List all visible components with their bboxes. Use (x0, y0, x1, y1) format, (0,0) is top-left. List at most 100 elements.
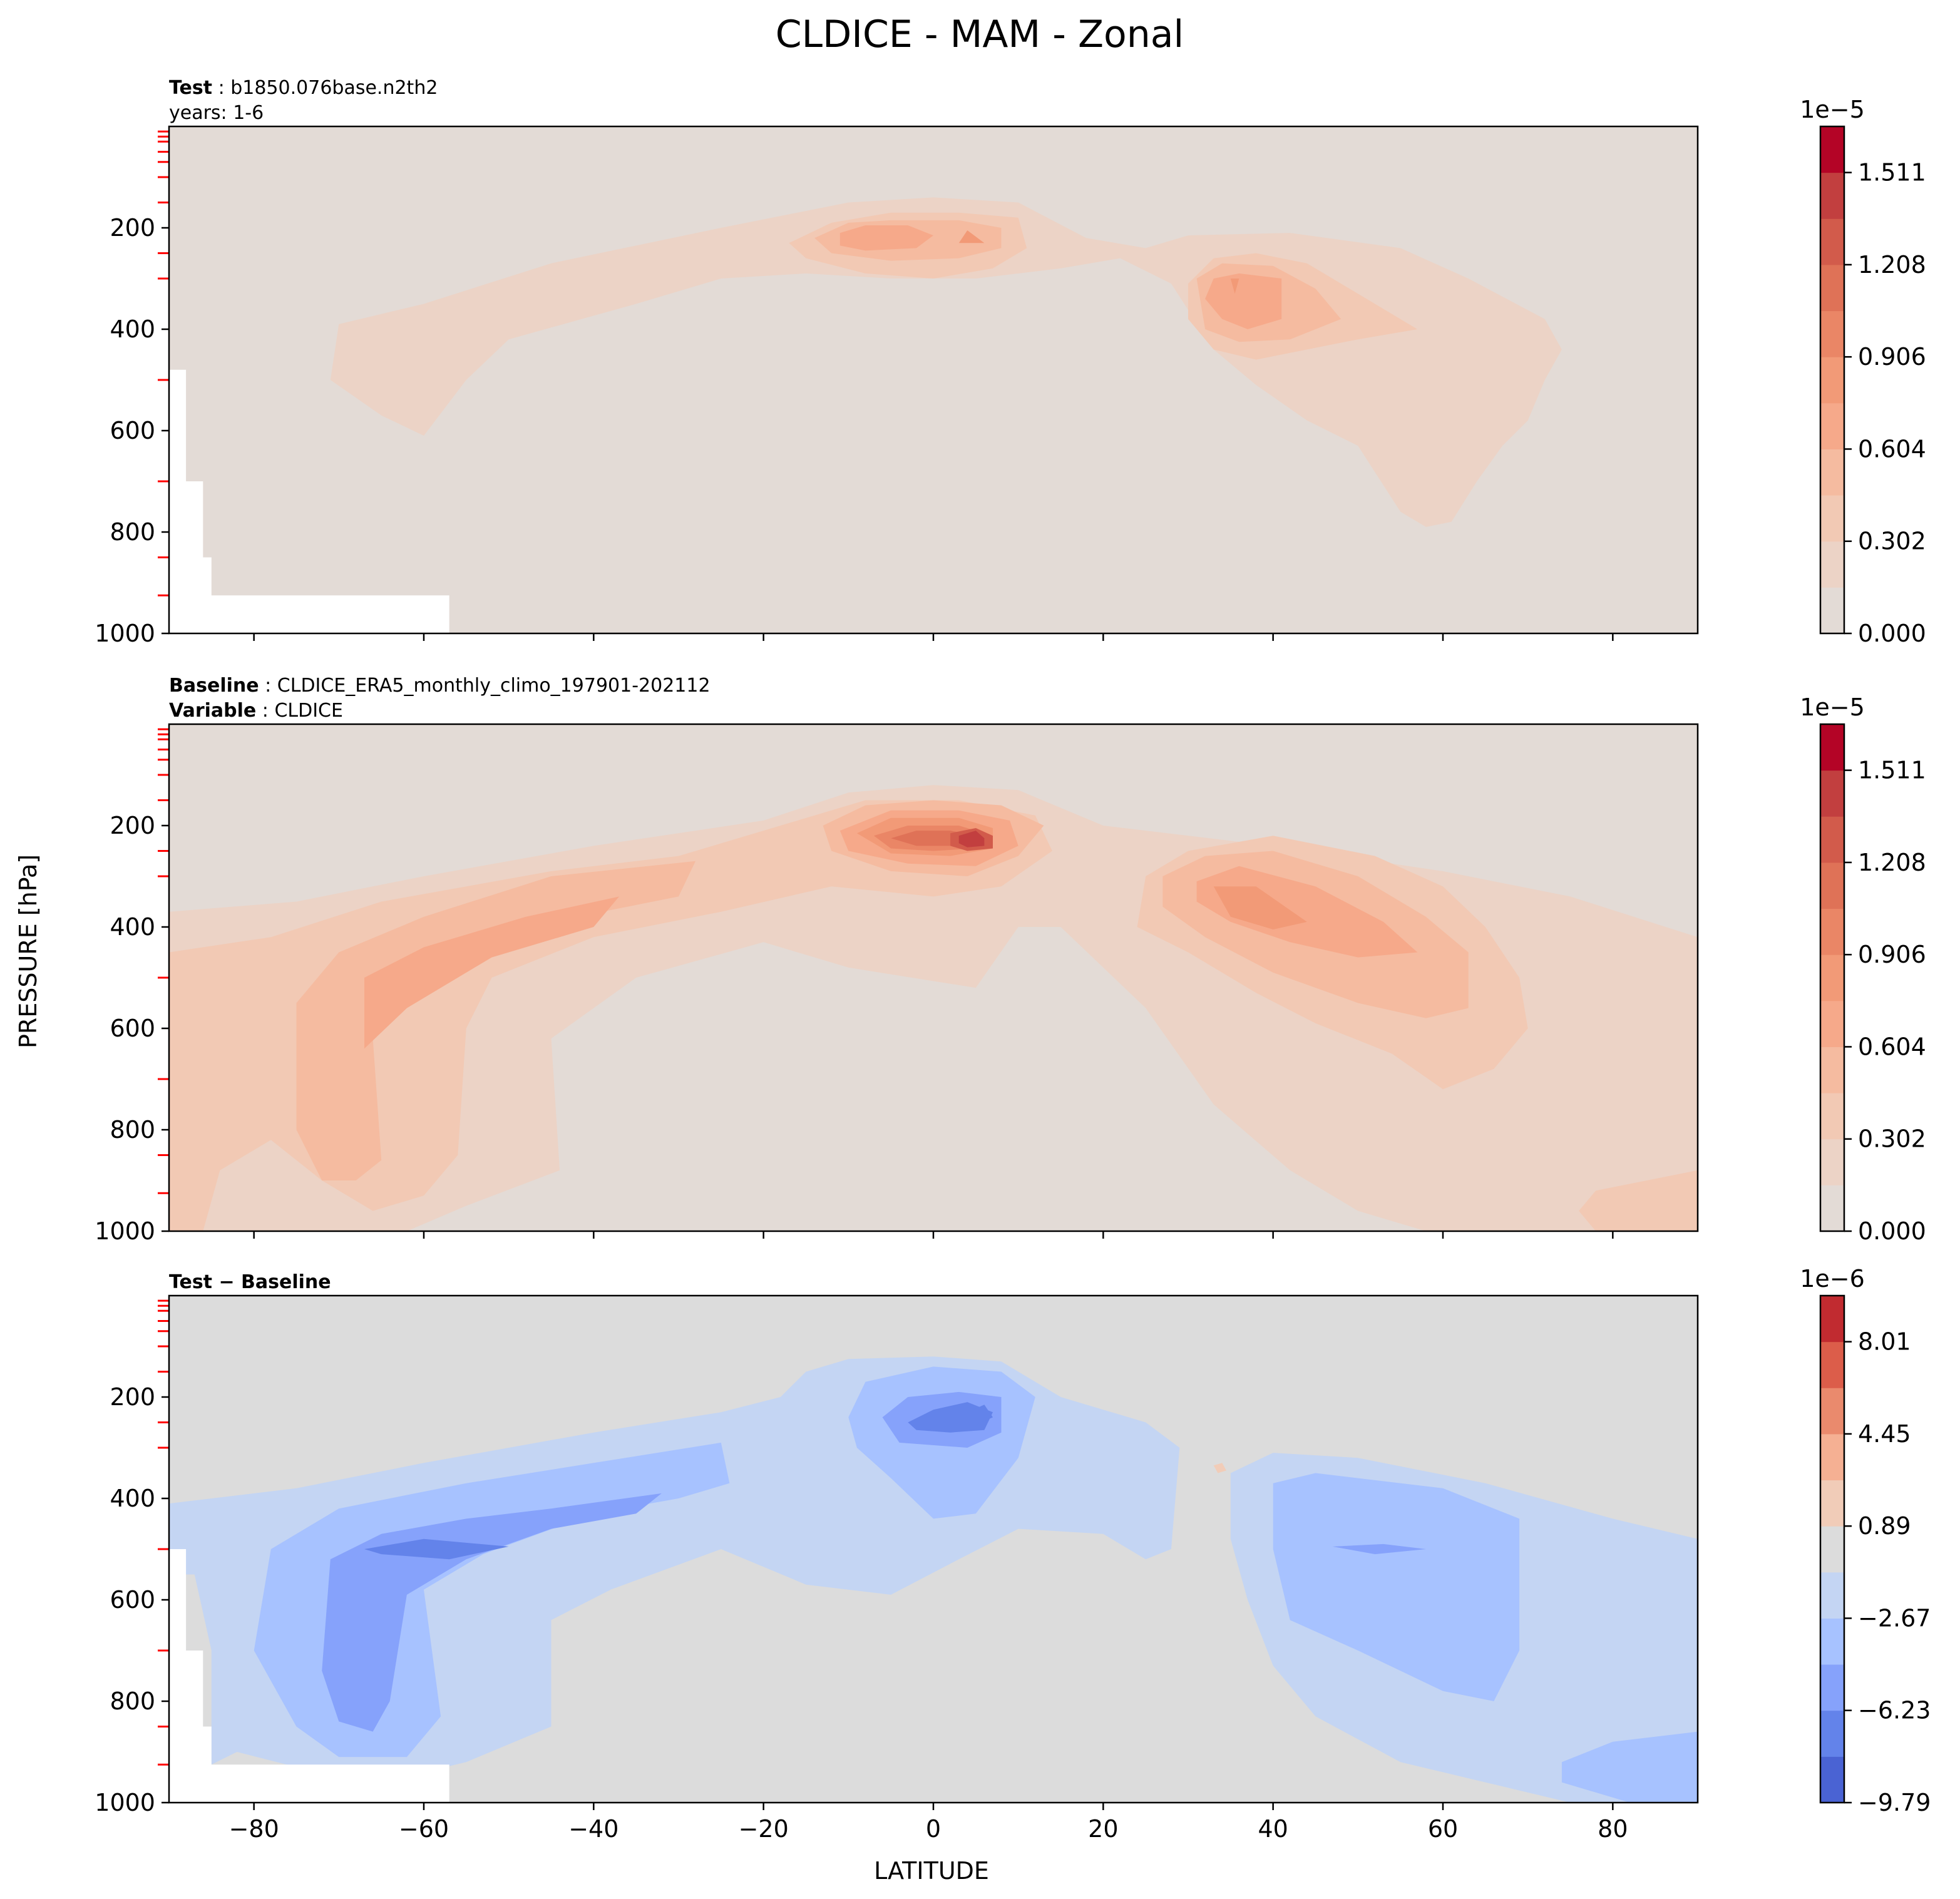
panel-subtitle-baseline-1: Variable : CLDICE (169, 700, 343, 722)
subtitle-bold-difference-0: Test − Baseline (169, 1271, 331, 1293)
x-tick-label-8: 80 (1598, 1815, 1628, 1843)
contour-region-difference-11 (908, 1402, 993, 1433)
y-tick-label-difference-1: 400 (110, 1485, 155, 1512)
colorbar-segment-difference-8 (1820, 1388, 1844, 1435)
colorbar-frame-test (1819, 125, 1845, 635)
colorbar-offset-difference: 1e−6 (1800, 1265, 1865, 1292)
colorbar-tick-label-baseline-4: 1.208 (1858, 849, 1926, 876)
missing-data-region-test (169, 369, 449, 633)
contour-region-difference-5 (1273, 1473, 1520, 1701)
colorbar-offset-test: 1e−5 (1800, 96, 1865, 123)
contour-region-test-8 (1230, 279, 1239, 294)
contour-fills-baseline (169, 785, 1698, 1231)
subtitle-bold-baseline-1: Variable (169, 700, 256, 722)
colorbar-segment-baseline-4 (1820, 1000, 1844, 1047)
subtitle-bold-test-0: Test (169, 77, 212, 99)
contour-region-difference-2 (1213, 1463, 1226, 1473)
colorbar-tick-label-difference-2: −2.67 (1858, 1604, 1931, 1632)
colorbar-segment-test-2 (1820, 495, 1844, 542)
colorbar-tick-label-test-2: 0.604 (1858, 435, 1926, 463)
colorbar-segment-baseline-5 (1820, 955, 1844, 1001)
panel-difference: 200 400 600 800 1000 −80 −60 −40 −20 0 20 40 60 80 Tes… (95, 1265, 1931, 1843)
subtitle-text-baseline-0: CLDICE_ERA5_monthly_climo_197901-202112 (277, 675, 711, 697)
x-tick-label-0: −80 (229, 1815, 279, 1843)
y-tick-label-baseline-2: 600 (110, 1015, 155, 1042)
colorbar-tick-label-difference-3: 0.89 (1858, 1512, 1911, 1540)
colorbar-segment-difference-10 (1820, 1296, 1844, 1343)
colorbar-tick-label-test-4: 1.208 (1858, 251, 1926, 279)
colorbar-segment-difference-4 (1820, 1572, 1844, 1619)
colorbar-segment-difference-3 (1820, 1618, 1844, 1665)
x-tick-label-3: −20 (739, 1815, 789, 1843)
x-tick-label-1: −60 (399, 1815, 449, 1843)
y-tick-label-difference-4: 1000 (95, 1789, 155, 1816)
colorbar-tick-label-baseline-0: 0.000 (1858, 1217, 1926, 1245)
y-tick-label-difference-3: 800 (110, 1687, 155, 1715)
x-axis-label: LATITUDE (874, 1857, 989, 1885)
x-tick-label-5: 20 (1088, 1815, 1118, 1843)
contour-region-test-7 (958, 230, 985, 243)
colorbar-frame-baseline (1819, 723, 1845, 1232)
colorbar-segment-test-0 (1820, 587, 1844, 634)
colorbar-segment-test-3 (1820, 449, 1844, 496)
contour-region-baseline-11 (1213, 886, 1307, 929)
subtitle-text-baseline-1: CLDICE (274, 700, 343, 722)
y-tick-label-baseline-3: 800 (110, 1116, 155, 1144)
x-tick-label-4: 0 (926, 1815, 941, 1843)
missing-data-region-difference (169, 1549, 449, 1803)
colorbar-tick-label-difference-5: 8.01 (1858, 1328, 1911, 1356)
colorbar-offset-baseline: 1e−5 (1800, 694, 1865, 721)
colorbar-tick-label-difference-4: 4.45 (1858, 1420, 1911, 1448)
colorbar-segment-test-5 (1820, 357, 1844, 404)
colorbar-segment-test-4 (1820, 402, 1844, 449)
x-tick-label-2: −40 (568, 1815, 618, 1843)
contour-region-difference-9 (1332, 1543, 1426, 1555)
contour-region-difference-10 (364, 1538, 509, 1560)
colorbar-segment-test-7 (1820, 264, 1844, 312)
contour-fills-test (169, 197, 1562, 633)
contour-region-baseline-3 (1579, 1170, 1698, 1231)
contour-region-test-5 (839, 225, 933, 251)
y-tick-label-test-2: 600 (110, 417, 155, 444)
figure-title: CLDICE - MAM - Zonal (776, 13, 1184, 56)
contour-region-difference-12 (967, 1405, 993, 1425)
subtitle-sep-baseline-0: : (259, 675, 277, 697)
subtitle-sep-baseline-1: : (256, 700, 274, 722)
y-tick-label-baseline-4: 1000 (95, 1217, 155, 1245)
y-tick-label-test-4: 1000 (95, 620, 155, 647)
y-tick-label-test-1: 400 (110, 315, 155, 343)
colorbar-segment-test-10 (1820, 126, 1844, 173)
colorbar-tick-label-test-1: 0.302 (1858, 528, 1926, 555)
colorbar-segment-baseline-6 (1820, 908, 1844, 955)
y-tick-label-difference-0: 200 (110, 1383, 155, 1411)
red-level-ticks-test (158, 130, 169, 596)
red-level-ticks-difference (158, 1299, 169, 1766)
colorbar-tick-label-baseline-2: 0.604 (1858, 1033, 1926, 1060)
subtitle-bold-baseline-0: Baseline (169, 675, 259, 697)
colorbar-segment-baseline-2 (1820, 1093, 1844, 1140)
contour-region-baseline-4 (296, 861, 696, 1180)
panel-test: 200 400 600 800 1000 Test : b1850.076base.n2t… (95, 77, 1926, 647)
subtitle-text-test-0: b1850.076base.n2th2 (230, 77, 438, 99)
y-tick-label-baseline-1: 400 (110, 913, 155, 941)
contour-region-baseline-7 (364, 896, 619, 1049)
colorbar-tick-label-test-0: 0.000 (1858, 620, 1926, 647)
colorbar-segment-baseline-1 (1820, 1139, 1844, 1185)
colorbar-segment-difference-2 (1820, 1664, 1844, 1711)
colorbar-tick-label-test-5: 1.511 (1858, 159, 1926, 187)
colorbar-segment-baseline-3 (1820, 1047, 1844, 1093)
colorbar-segment-difference-9 (1820, 1341, 1844, 1388)
colorbar-segment-test-1 (1820, 541, 1844, 588)
panel-subtitle-test-0: Test : b1850.076base.n2th2 (169, 77, 438, 99)
contour-region-baseline-1 (169, 800, 1052, 1231)
colorbar-segment-baseline-9 (1820, 770, 1844, 817)
colorbar-segment-baseline-10 (1820, 724, 1844, 771)
colorbar-segment-test-6 (1820, 310, 1844, 357)
colorbar-tick-label-baseline-3: 0.906 (1858, 941, 1926, 968)
contour-region-difference-6 (1561, 1731, 1698, 1803)
colorbar-tick-label-difference-1: −6.23 (1858, 1697, 1931, 1724)
contour-region-test-6 (1205, 273, 1282, 329)
colorbar-segment-difference-7 (1820, 1433, 1844, 1481)
y-tick-label-test-3: 800 (110, 518, 155, 546)
panel-subtitle-test-1: years: 1-6 (169, 102, 264, 124)
